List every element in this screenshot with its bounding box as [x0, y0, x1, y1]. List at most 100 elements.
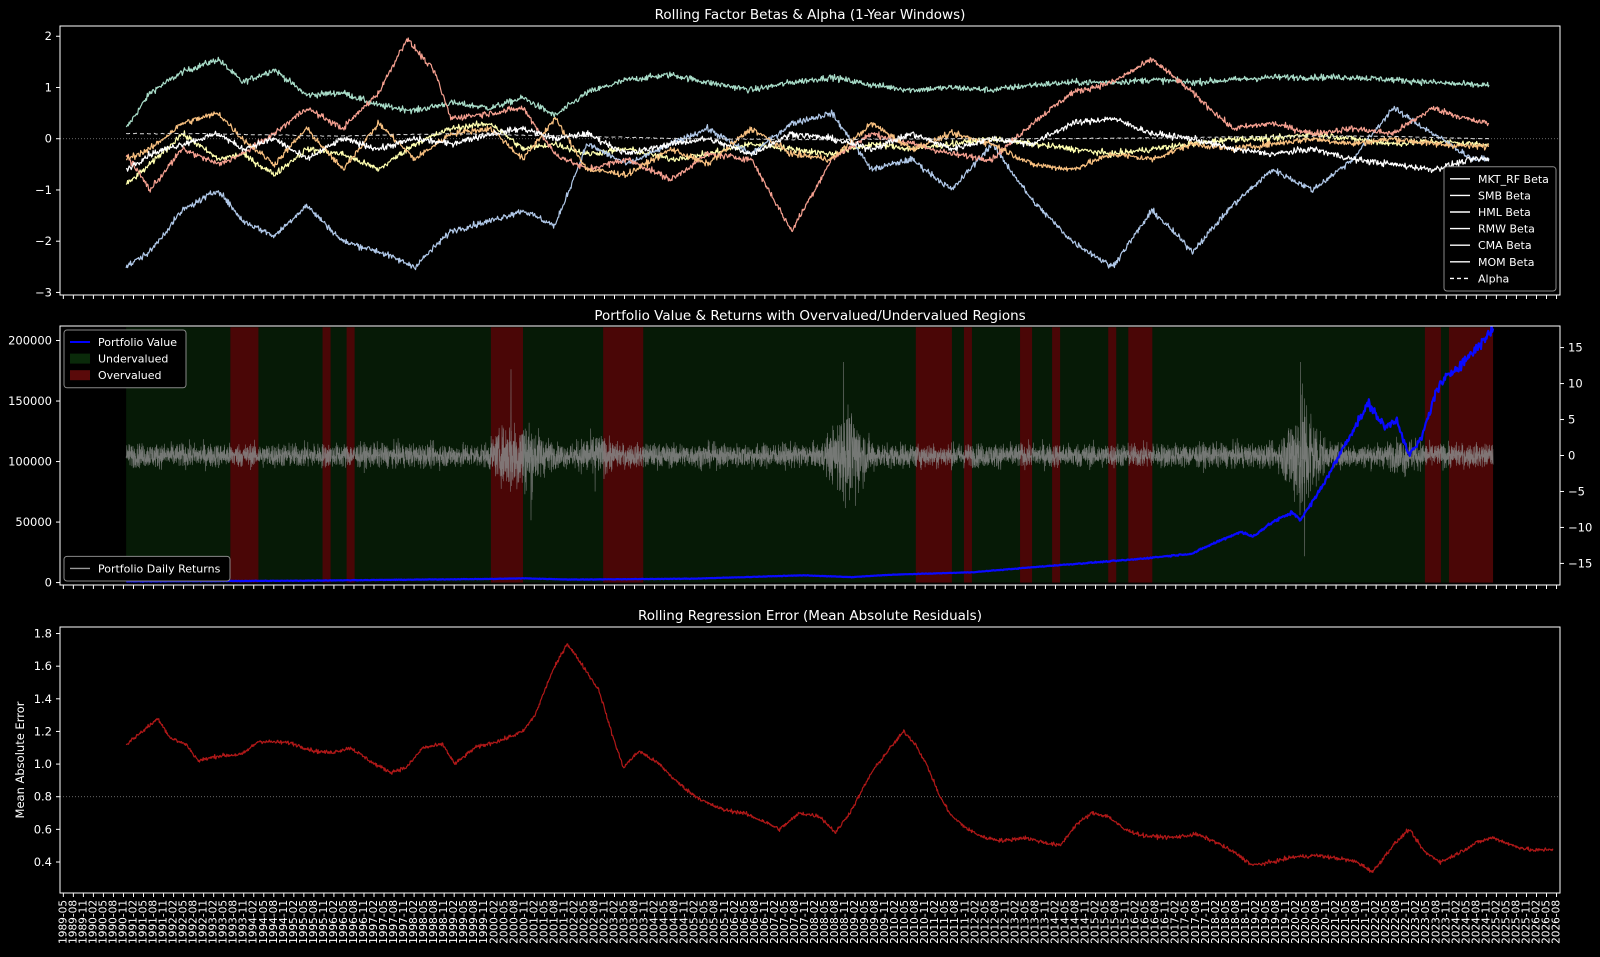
x-tick-label: 2013-02 [1009, 900, 1021, 944]
x-tick-label: 1996-02 [328, 900, 340, 944]
series-alpha [126, 132, 1490, 141]
error-series [125, 643, 1554, 873]
panel2-x-ticks [62, 585, 1558, 589]
x-tick-label: 2011-02 [929, 900, 941, 944]
y2-tick-label: 0 [1568, 449, 1575, 463]
x-tick-label: 1997-08 [388, 900, 400, 944]
x-tick-label: 2017-05 [1180, 900, 1192, 944]
x-tick-label: 1989-11 [77, 900, 89, 944]
x-tick-label: 2022-02 [1370, 900, 1382, 944]
panel1-title: Rolling Factor Betas & Alpha (1-Year Win… [655, 7, 966, 23]
x-tick-label: 2013-05 [1019, 900, 1031, 944]
x-tick-label: 2004-08 [669, 900, 681, 944]
y-tick-label: 0 [45, 576, 52, 590]
x-tick-label: 2009-02 [849, 900, 861, 944]
x-tick-label: 2006-08 [749, 900, 761, 944]
x-axis: 1989-051989-081989-111990-021990-051990-… [57, 893, 1563, 944]
legend-box [63, 329, 187, 389]
legend-label: Alpha [1478, 272, 1509, 285]
y-tick-label: 0.4 [34, 855, 52, 869]
x-tick-label: 2019-08 [1270, 900, 1282, 944]
x-tick-label: 1994-11 [278, 900, 290, 944]
legend-label: Overvalued [98, 369, 162, 382]
x-tick-label: 2014-11 [1080, 900, 1092, 944]
y-tick-label: 0 [45, 132, 52, 146]
x-tick-label: 2011-11 [959, 900, 971, 944]
legend-label: CMA Beta [1478, 239, 1532, 252]
x-tick-label: 2003-11 [639, 900, 651, 944]
x-tick-label: 1999-11 [478, 900, 490, 944]
x-tick-label: 2016-08 [1150, 900, 1162, 944]
panel-regression-error: Rolling Regression Error (Mean Absolute … [13, 608, 1563, 944]
x-tick-label: 1991-02 [127, 900, 139, 944]
legend-label: Portfolio Daily Returns [98, 562, 221, 575]
x-tick-label: 2019-05 [1260, 900, 1272, 944]
y-tick-label: 150000 [8, 394, 52, 408]
x-tick-label: 2002-05 [578, 900, 590, 944]
x-tick-label: 1993-11 [238, 900, 250, 944]
x-tick-label: 1989-08 [67, 900, 79, 944]
x-tick-label: 2020-05 [1300, 900, 1312, 944]
x-tick-label: 2005-11 [719, 900, 731, 944]
panel2-right-y-axis: 15 10 5 0 −5 −10 −15 [1560, 341, 1592, 570]
legend-label: SMB Beta [1478, 189, 1531, 202]
x-tick-label: 2015-11 [1120, 900, 1132, 944]
panel1-y-axis: 2 1 0 −1 −2 −3 [35, 29, 60, 299]
x-tick-label: 2015-02 [1090, 900, 1102, 944]
panel3-y-axis: 1.8 1.6 1.4 1.2 1.0 0.8 0.6 0.4 [34, 627, 60, 869]
beta-legend: MKT_RF Beta SMB Beta HML Beta RMW Beta CMA B… [1443, 166, 1557, 292]
x-tick-label: 2013-11 [1039, 900, 1051, 944]
x-tick-label: 2022-08 [1390, 900, 1402, 944]
x-tick-label: 2000-11 [518, 900, 530, 944]
x-tick-label: 2024-05 [1460, 900, 1472, 944]
x-tick-label: 2014-08 [1069, 900, 1081, 944]
y2-tick-label: −10 [1568, 520, 1592, 534]
y-tick-label: 200000 [8, 334, 52, 348]
x-tick-label: 1993-02 [208, 900, 220, 944]
x-tick-label: 2008-08 [829, 900, 841, 944]
panel-portfolio: Portfolio Value & Returns with Overvalue… [8, 308, 1592, 590]
x-tick-label: 2006-11 [759, 900, 771, 944]
x-tick-label: 2023-11 [1440, 900, 1452, 944]
x-tick-label: 2021-08 [1350, 900, 1362, 944]
y-tick-label: 0.6 [34, 822, 52, 836]
series-portfolio-daily-returns [125, 361, 1494, 557]
x-tick-label: 2007-08 [789, 900, 801, 944]
y2-tick-label: −5 [1568, 484, 1585, 498]
x-tick-label: 2009-08 [869, 900, 881, 944]
x-tick-label: 1990-05 [97, 900, 109, 944]
x-tick-label: 2026-05 [1541, 900, 1553, 944]
x-tick-label: 2012-02 [969, 900, 981, 944]
x-tick-label: 2004-02 [649, 900, 661, 944]
x-tick-label: 2005-02 [689, 900, 701, 944]
x-tick-label: 2006-05 [739, 900, 751, 944]
panel2-left-y-axis: 200000 150000 100000 50000 0 [8, 334, 60, 590]
x-tick-label: 2025-11 [1520, 900, 1532, 944]
series-mkt-rf-beta [125, 56, 1490, 128]
y2-tick-label: 15 [1568, 341, 1583, 355]
x-tick-label: 2002-11 [598, 900, 610, 944]
x-tick-label: 2015-08 [1110, 900, 1122, 944]
x-tick-label: 2010-02 [889, 900, 901, 944]
panel2-title: Portfolio Value & Returns with Overvalue… [594, 308, 1025, 324]
y-tick-label: 2 [45, 29, 52, 43]
x-tick-label: 2021-02 [1330, 900, 1342, 944]
y-tick-label: 1.4 [34, 692, 52, 706]
x-tick-label: 1992-08 [188, 900, 200, 944]
x-tick-label: 1998-05 [418, 900, 430, 944]
x-tick-label: 2024-02 [1450, 900, 1462, 944]
x-tick-label: 2000-02 [488, 900, 500, 944]
x-tick-label: 2017-02 [1170, 900, 1182, 944]
x-tick-label: 2021-05 [1340, 900, 1352, 944]
legend-label: MKT_RF Beta [1478, 173, 1549, 186]
x-tick-label: 1992-02 [168, 900, 180, 944]
x-tick-label: 2022-11 [1400, 900, 1412, 944]
x-tick-label: 2020-11 [1320, 900, 1332, 944]
x-tick-label: 2021-11 [1360, 900, 1372, 944]
x-tick-label: 2009-05 [859, 900, 871, 944]
x-tick-label: 1995-08 [308, 900, 320, 944]
x-tick-label: 2011-05 [939, 900, 951, 944]
x-tick-label: 1990-02 [87, 900, 99, 944]
x-tick-label: 2003-02 [609, 900, 621, 944]
x-tick-label: 2012-11 [999, 900, 1011, 944]
